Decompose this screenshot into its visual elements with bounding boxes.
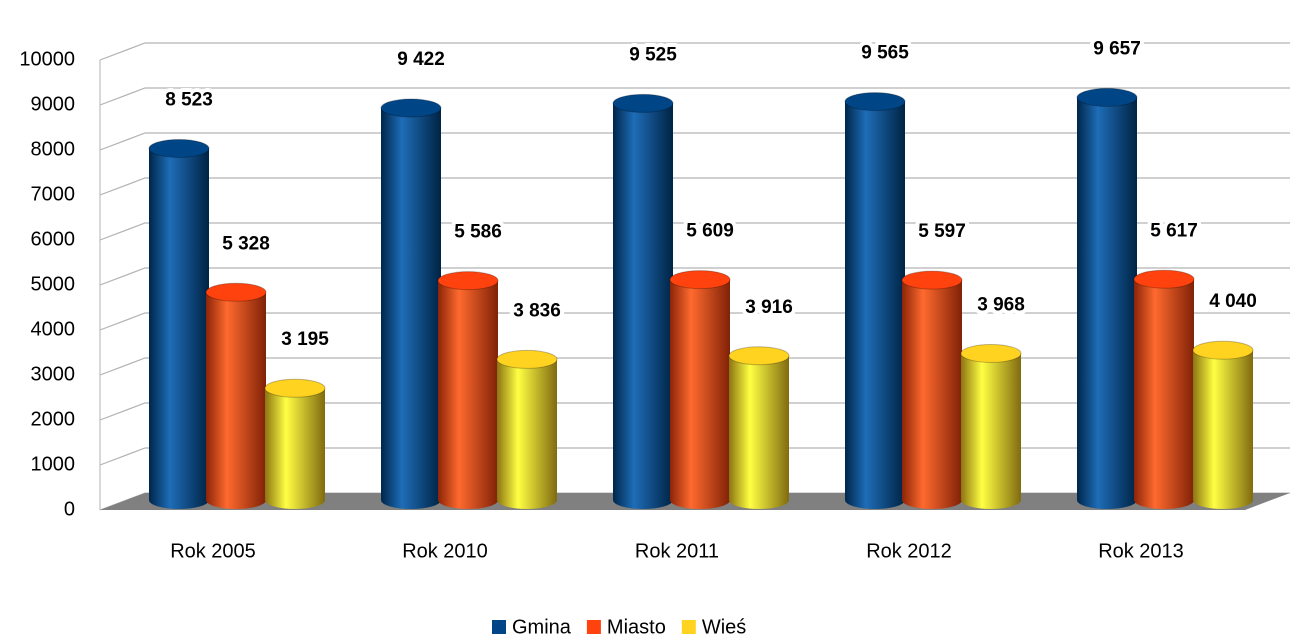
value-label: 8 523 <box>165 89 213 110</box>
value-label: 4 040 <box>1209 291 1257 312</box>
value-label: 5 617 <box>1150 220 1198 241</box>
legend-swatch <box>681 620 696 634</box>
x-tick-label: Rok 2010 <box>402 540 488 562</box>
bar-top <box>205 282 267 302</box>
legend-swatch <box>586 620 601 634</box>
x-tick-label: Rok 2013 <box>1098 540 1184 562</box>
y-tick-label: 4000 <box>31 318 76 340</box>
value-label: 3 916 <box>745 297 793 318</box>
value-label: 5 586 <box>454 222 502 243</box>
bar-top <box>380 98 442 118</box>
value-label: 3 195 <box>281 329 329 350</box>
bar <box>613 103 673 509</box>
value-label: 5 597 <box>918 221 966 242</box>
value-label: 9 657 <box>1093 38 1141 59</box>
value-label: 3 968 <box>977 294 1025 315</box>
bar <box>265 388 325 509</box>
legend-label: Wieś <box>702 616 746 637</box>
bar <box>1134 279 1194 509</box>
grid-line <box>99 222 1290 241</box>
bar <box>438 280 498 509</box>
bar-top <box>1192 340 1254 360</box>
bar <box>381 108 441 509</box>
y-tick-label: 6000 <box>31 228 76 250</box>
bar-top <box>669 270 731 290</box>
grid-line <box>99 132 1290 151</box>
bar-top <box>1133 269 1195 289</box>
bar <box>670 279 730 509</box>
bar-top <box>901 270 963 290</box>
x-tick-label: Rok 2005 <box>170 540 256 562</box>
y-tick-label: 2000 <box>31 408 76 430</box>
y-tick-label: 7000 <box>31 183 76 205</box>
bar-top <box>612 93 674 113</box>
y-tick-label: 3000 <box>31 363 76 385</box>
grid-line <box>99 42 1290 61</box>
grid-line <box>99 177 1290 196</box>
grid-line <box>99 87 1290 106</box>
bar <box>729 355 789 509</box>
y-tick-label: 9000 <box>31 93 76 115</box>
y-tick-label: 8000 <box>31 138 76 160</box>
legend-label: Miasto <box>607 616 666 637</box>
value-label: 5 328 <box>222 233 270 254</box>
y-tick-label: 5000 <box>31 273 76 295</box>
bar-top <box>960 343 1022 363</box>
bar <box>149 148 209 509</box>
bar-top <box>437 271 499 291</box>
y-tick-label: 10000 <box>19 48 75 70</box>
bar-top <box>148 138 210 158</box>
value-label: 9 525 <box>629 44 677 65</box>
value-label: 9 422 <box>397 49 445 70</box>
bar-top <box>844 92 906 112</box>
bar-top <box>1076 87 1138 107</box>
legend-label: Gmina <box>512 616 572 637</box>
legend-swatch <box>492 620 506 634</box>
bar <box>961 353 1021 509</box>
bar <box>206 292 266 509</box>
bar <box>1077 97 1137 509</box>
bar-top <box>728 346 790 366</box>
bar <box>497 359 557 509</box>
y-tick-label: 1000 <box>31 453 76 475</box>
y-tick-label: 0 <box>64 498 75 520</box>
bar-top <box>264 378 326 398</box>
x-tick-label: Rok 2012 <box>866 540 952 562</box>
bar-top <box>496 349 558 369</box>
bar <box>845 101 905 509</box>
value-label: 9 565 <box>861 43 909 64</box>
grid-line <box>99 267 1290 286</box>
bar <box>902 280 962 509</box>
value-label: 3 836 <box>513 300 561 321</box>
x-tick-label: Rok 2011 <box>635 540 719 562</box>
value-label: 5 609 <box>686 221 734 242</box>
bar <box>1193 350 1253 509</box>
